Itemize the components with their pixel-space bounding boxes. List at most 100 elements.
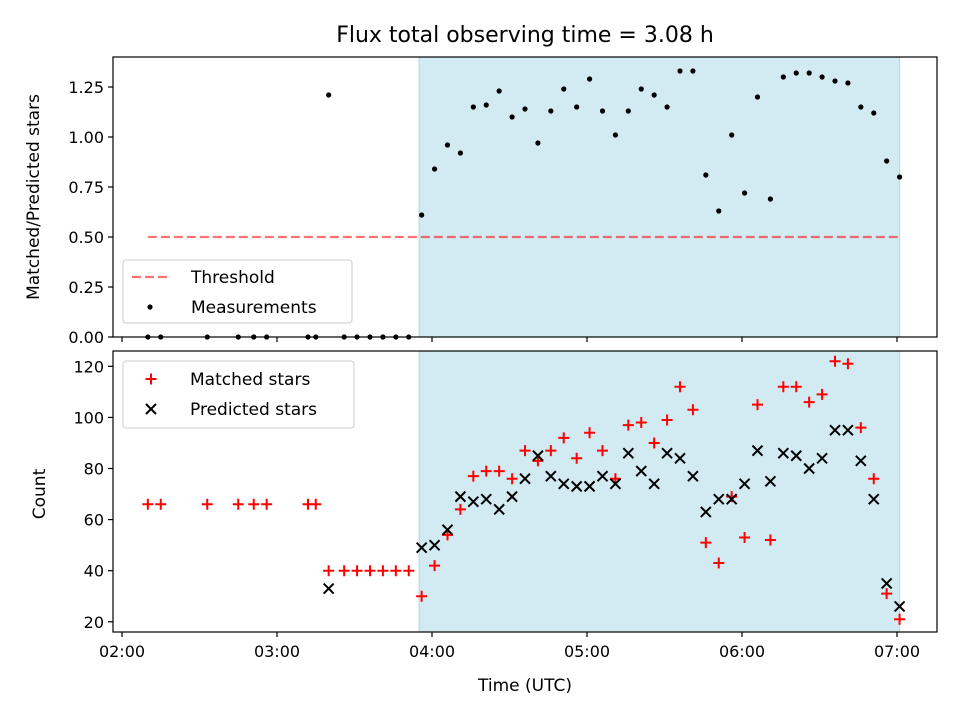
predicted-star-point — [322, 582, 335, 595]
ratio-y-axis-label: Matched/Predicted stars — [24, 94, 44, 300]
predicted-star-point — [467, 496, 480, 508]
measurement-point — [599, 108, 606, 114]
predicted-star-point — [816, 452, 828, 464]
flux-ratio-panel: Matched/Predicted stars 0.00 0.25 0.50 0.75… — [24, 56, 938, 347]
measurement-point — [871, 110, 877, 116]
x-tick-label: 02:00 — [99, 642, 145, 661]
predicted-star-point — [751, 444, 764, 457]
predicted-star-point — [687, 470, 699, 482]
matched-star-point — [155, 498, 167, 510]
predicted-star-point — [777, 447, 790, 459]
predicted-star-point — [700, 506, 712, 518]
matched-star-point — [687, 404, 699, 416]
measurement-point — [858, 104, 864, 110]
matched-star-point — [429, 560, 441, 572]
matched-star-point — [739, 531, 751, 543]
matched-star-point — [661, 414, 673, 426]
predicted-star-point — [558, 478, 570, 490]
matched-star-point — [467, 470, 479, 482]
x-tick-label: 05:00 — [564, 642, 610, 661]
series-predicted-stars — [322, 424, 906, 613]
y-tick-label: 80 — [84, 460, 104, 479]
predicted-star-point — [880, 577, 893, 590]
predicted-star-point — [790, 450, 802, 462]
measurement-point — [586, 76, 593, 82]
measurement-point — [457, 150, 464, 156]
predicted-star-point — [764, 475, 777, 487]
measurement-point — [535, 140, 541, 146]
measurement-point — [741, 190, 748, 196]
matched-star-point — [894, 613, 906, 625]
legend-label: Measurements — [191, 298, 317, 318]
matched-star-point — [351, 565, 363, 577]
predicted-star-point — [713, 493, 725, 505]
legend-predicted-swatch — [145, 403, 157, 415]
measurement-point — [548, 108, 554, 114]
predicted-star-point — [428, 539, 441, 551]
matched-star-point — [390, 565, 402, 577]
measurement-point — [326, 92, 332, 98]
matched-star-point — [232, 498, 244, 510]
predicted-star-point — [661, 447, 673, 459]
matched-star-point — [261, 498, 273, 510]
predicted-star-point — [738, 478, 751, 490]
plot-frame — [112, 56, 938, 338]
matched-star-point — [403, 565, 415, 577]
matched-star-point — [338, 565, 350, 577]
measurement-point — [470, 104, 476, 110]
predicted-star-point — [570, 480, 583, 493]
measurement-point — [444, 142, 451, 148]
matched-star-point — [584, 427, 596, 439]
predicted-star-point — [648, 478, 660, 490]
predicted-star-point — [480, 493, 492, 505]
matched-star-point — [713, 557, 725, 569]
matched-star-point — [454, 503, 466, 515]
measurement-point — [431, 166, 438, 172]
predicted-star-point — [725, 493, 738, 505]
measurement-point — [625, 108, 631, 114]
y-tick-label: 0.50 — [68, 228, 104, 247]
predicted-star-point — [454, 490, 467, 503]
matched-star-point — [622, 419, 634, 431]
measurement-point — [754, 94, 761, 100]
matched-star-point — [248, 498, 260, 510]
matched-star-point — [868, 473, 880, 485]
predicted-star-point — [583, 480, 596, 493]
measurement-point — [793, 70, 799, 76]
legend-label: Predicted stars — [190, 400, 317, 420]
matched-star-point — [609, 473, 621, 485]
y-tick-label: 1.00 — [68, 128, 104, 147]
measurement-point — [690, 68, 696, 74]
y-tick-label: 100 — [73, 408, 104, 427]
y-tick-label: 20 — [84, 613, 104, 632]
y-tick-label: 0.75 — [68, 178, 104, 197]
matched-star-point — [532, 455, 544, 467]
measurement-point — [767, 196, 774, 202]
measurement-point — [483, 102, 489, 108]
measurement-point — [651, 92, 657, 98]
matched-star-point — [142, 498, 154, 510]
matched-star-point — [558, 432, 570, 444]
matched-star-point — [700, 537, 712, 549]
count-y-axis-label: Count — [30, 468, 50, 519]
predicted-star-point — [622, 447, 635, 459]
measurement-point — [806, 70, 812, 76]
matched-star-point — [777, 381, 789, 393]
matched-star-point — [519, 445, 531, 457]
matched-star-point — [803, 396, 815, 408]
x-tick-label: 03:00 — [254, 642, 300, 661]
matched-star-point — [310, 498, 322, 510]
matched-star-point — [752, 399, 763, 411]
matched-star-point — [764, 534, 776, 546]
predicted-star-point — [415, 541, 428, 554]
legend-measure-swatch — [147, 304, 153, 310]
measurement-point — [716, 208, 722, 214]
matched-star-point — [829, 355, 841, 367]
predicted-star-point — [829, 424, 841, 436]
matched-star-point — [635, 417, 647, 429]
x-tick-label: 07:00 — [874, 642, 920, 661]
star-count-panel: Count Time (UTC) 20 40 60 80 100 120 02:00 03:0… — [30, 350, 938, 696]
y-tick-label: 0.25 — [68, 278, 104, 297]
matched-star-point — [506, 473, 518, 485]
